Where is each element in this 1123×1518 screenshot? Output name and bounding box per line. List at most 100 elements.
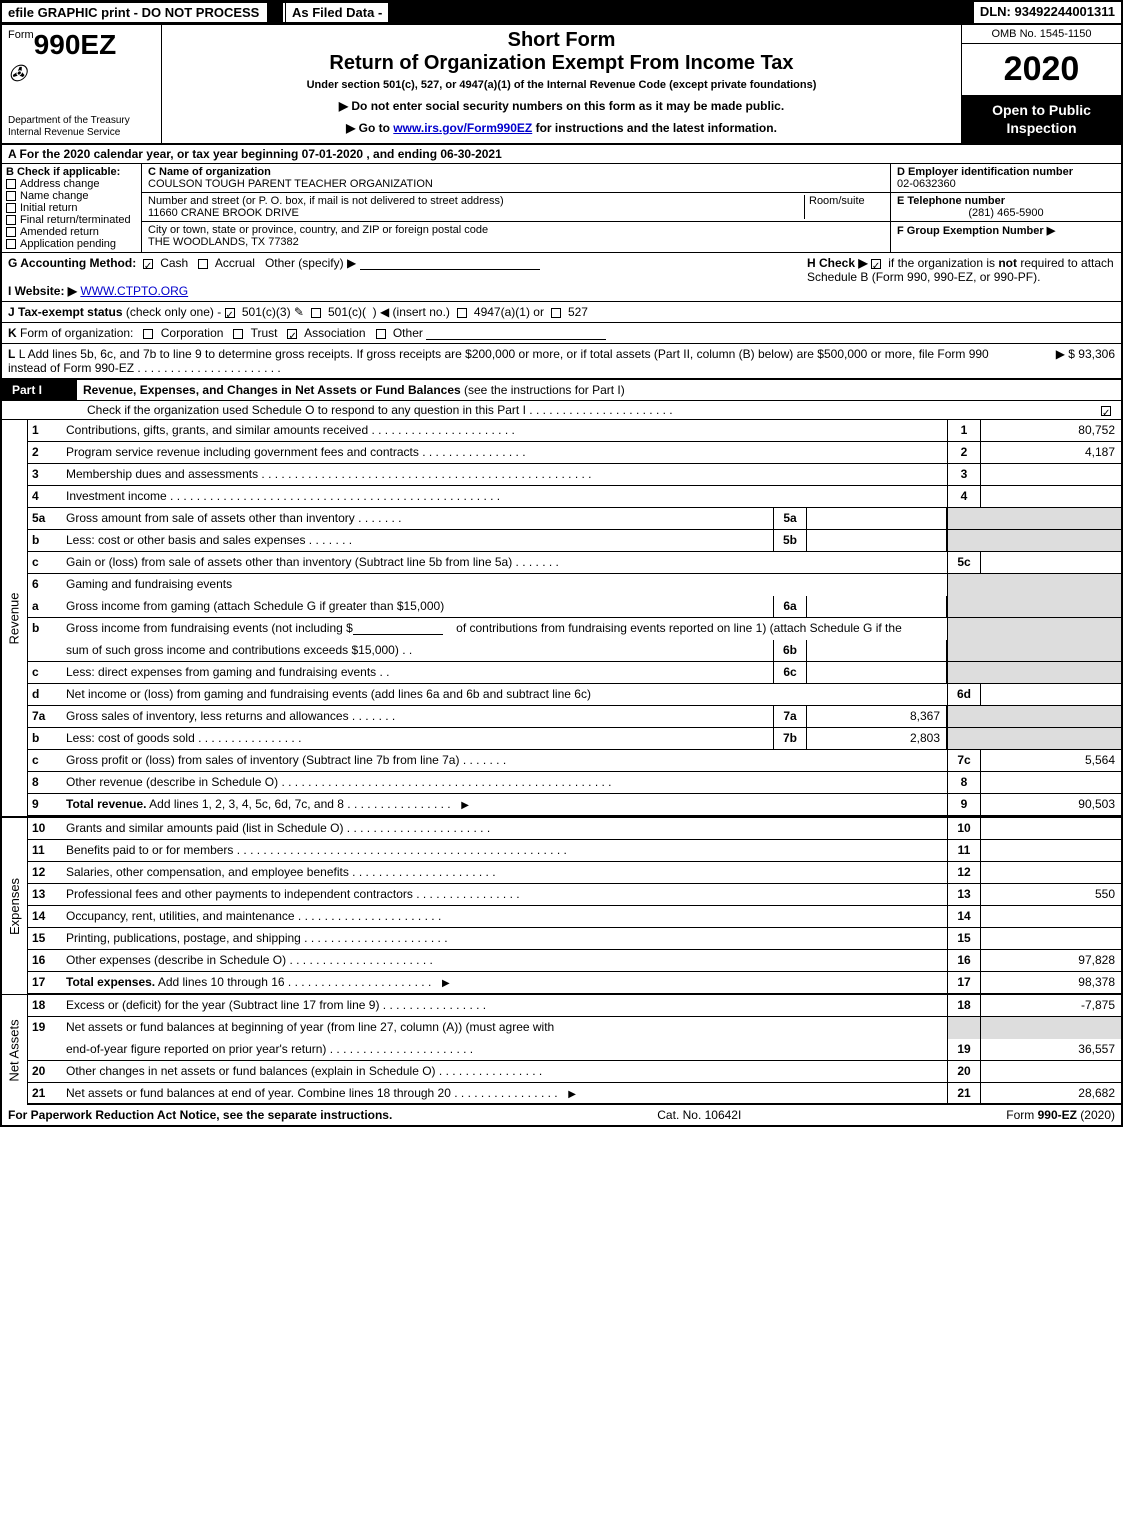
f-label: F Group Exemption Number ▶: [897, 225, 1055, 237]
line-5b: b Less: cost or other basis and sales ex…: [28, 530, 1121, 552]
cb-other[interactable]: [376, 329, 386, 339]
cb-501c[interactable]: [311, 308, 321, 318]
cb-corp[interactable]: [143, 329, 153, 339]
under-section: Under section 501(c), 527, or 4947(a)(1)…: [172, 79, 951, 91]
form-number: 990EZ: [34, 29, 117, 60]
line-12: 12 Salaries, other compensation, and emp…: [28, 862, 1121, 884]
topbar-left: efile GRAPHIC print - DO NOT PROCESS As …: [2, 2, 389, 23]
cb-amended-return[interactable]: Amended return: [6, 226, 137, 238]
line-20: 20 Other changes in net assets or fund b…: [28, 1061, 1121, 1083]
cb-initial-return[interactable]: Initial return: [6, 202, 137, 214]
line-19-2: end-of-year figure reported on prior yea…: [28, 1039, 1121, 1061]
header-left: Form990EZ ✇ Department of the Treasury I…: [2, 25, 162, 143]
cb-h[interactable]: [871, 259, 881, 269]
line-2: 2 Program service revenue including gove…: [28, 442, 1121, 464]
irs-link[interactable]: www.irs.gov/Form990EZ: [393, 121, 532, 135]
g-other-blank[interactable]: [360, 258, 540, 270]
side-label-revenue: Revenue: [2, 420, 28, 816]
revenue-section: Revenue 1 Contributions, gifts, grants, …: [2, 420, 1121, 816]
line-9: 9 Total revenue. Add lines 1, 2, 3, 4, 5…: [28, 794, 1121, 816]
cb-501c3[interactable]: [225, 308, 235, 318]
shade-7b: [947, 728, 1121, 749]
pencil-icon: ✎: [294, 305, 304, 319]
form-number-block: Form990EZ: [8, 29, 155, 61]
row-a-tax-year: A For the 2020 calendar year, or tax yea…: [2, 145, 1121, 164]
form-page: efile GRAPHIC print - DO NOT PROCESS As …: [0, 0, 1123, 1127]
line-6a: a Gross income from gaming (attach Sched…: [28, 596, 1121, 618]
shade-6: [947, 574, 1121, 596]
6b-blank[interactable]: [353, 623, 443, 635]
line-7a: 7a Gross sales of inventory, less return…: [28, 706, 1121, 728]
cb-name-change[interactable]: Name change: [6, 190, 137, 202]
line-7b: b Less: cost of goods sold 7b 2,803: [28, 728, 1121, 750]
as-filed-text: As Filed Data -: [285, 2, 389, 23]
as-filed-label: [265, 3, 285, 22]
row-k-form-org: K Form of organization: Corporation Trus…: [2, 323, 1121, 344]
footer-right: Form 990-EZ (2020): [1006, 1108, 1115, 1122]
website-link[interactable]: WWW.CTPTO.ORG: [80, 284, 188, 298]
c-label: C Name of organization: [148, 166, 884, 178]
part1-check-text: Check if the organization used Schedule …: [87, 403, 526, 417]
part-1-title: Revenue, Expenses, and Changes in Net As…: [77, 380, 1121, 400]
cb-527[interactable]: [551, 308, 561, 318]
row-g-accounting: G Accounting Method: Cash Accrual Other …: [2, 253, 801, 301]
top-bar: efile GRAPHIC print - DO NOT PROCESS As …: [2, 2, 1121, 25]
h-pre: H Check ▶: [807, 256, 871, 270]
line-13: 13 Professional fees and other payments …: [28, 884, 1121, 906]
line-5a: 5a Gross amount from sale of assets othe…: [28, 508, 1121, 530]
line-6c: c Less: direct expenses from gaming and …: [28, 662, 1121, 684]
header-right: OMB No. 1545-1150 2020 Open to Public In…: [961, 25, 1121, 143]
page-footer: For Paperwork Reduction Act Notice, see …: [2, 1105, 1121, 1125]
line-6b-1: b Gross income from fundraising events (…: [28, 618, 1121, 640]
ein-label: D Employer identification number: [897, 166, 1115, 178]
arrow-icon: [438, 975, 454, 989]
line-6: 6 Gaming and fundraising events: [28, 574, 1121, 596]
room-suite-label: Room/suite: [804, 195, 884, 219]
cb-final-return[interactable]: Final return/terminated: [6, 214, 137, 226]
cb-4947[interactable]: [457, 308, 467, 318]
line-15: 15 Printing, publications, postage, and …: [28, 928, 1121, 950]
line-3: 3 Membership dues and assessments 3: [28, 464, 1121, 486]
row-g-h: G Accounting Method: Cash Accrual Other …: [2, 253, 1121, 302]
cb-accrual[interactable]: [198, 259, 208, 269]
cb-address-change[interactable]: Address change: [6, 178, 137, 190]
arrow-icon: [564, 1086, 580, 1100]
line-21: 21 Net assets or fund balances at end of…: [28, 1083, 1121, 1105]
l-value: ▶ $ 93,306: [1005, 347, 1115, 375]
line-8: 8 Other revenue (describe in Schedule O)…: [28, 772, 1121, 794]
line-10: 10 Grants and similar amounts paid (list…: [28, 818, 1121, 840]
cb-trust[interactable]: [233, 329, 243, 339]
form-prefix: Form: [8, 29, 34, 41]
line-17: 17 Total expenses. Add lines 10 through …: [28, 972, 1121, 994]
shade-19v: [981, 1017, 1121, 1039]
part-1-header: Part I Revenue, Expenses, and Changes in…: [2, 379, 1121, 401]
dept-line2: Internal Revenue Service: [8, 127, 155, 139]
shade-19: [947, 1017, 981, 1039]
arrow-icon: [457, 797, 473, 811]
line-14: 14 Occupancy, rent, utilities, and maint…: [28, 906, 1121, 928]
shade-5a: [947, 508, 1121, 529]
dept-line1: Department of the Treasury: [8, 115, 155, 127]
row-l-gross-receipts: L L Add lines 5b, 6c, and 7b to line 9 t…: [2, 344, 1121, 379]
tax-year: 2020: [962, 44, 1121, 95]
shade-6b1: [947, 618, 1121, 640]
cb-application-pending[interactable]: Application pending: [6, 238, 137, 250]
row-h-check: H Check ▶ if the organization is not req…: [801, 253, 1121, 301]
side-label-netassets: Net Assets: [2, 995, 28, 1105]
cell-street: Number and street (or P. O. box, if mail…: [142, 193, 890, 222]
guidance-ssn: ▶ Do not enter social security numbers o…: [172, 99, 951, 113]
cell-ein: D Employer identification number 02-0632…: [891, 164, 1121, 193]
g-other-label: Other (specify) ▶: [265, 256, 356, 270]
cb-part1-schedule-o[interactable]: [1101, 406, 1111, 416]
line-6b-3: sum of such gross income and contributio…: [28, 640, 1121, 662]
k-other-blank[interactable]: [426, 328, 606, 340]
expense-lines: 10 Grants and similar amounts paid (list…: [28, 818, 1121, 994]
cb-cash[interactable]: [143, 259, 153, 269]
shade-6c: [947, 662, 1121, 683]
part-1-label: Part I: [2, 380, 77, 400]
cb-assoc[interactable]: [287, 329, 297, 339]
dln-label: DLN: 93492244001311: [974, 2, 1121, 23]
efile-label: efile GRAPHIC print - DO NOT PROCESS: [2, 3, 265, 22]
shade-7a: [947, 706, 1121, 727]
shade-5b: [947, 530, 1121, 551]
